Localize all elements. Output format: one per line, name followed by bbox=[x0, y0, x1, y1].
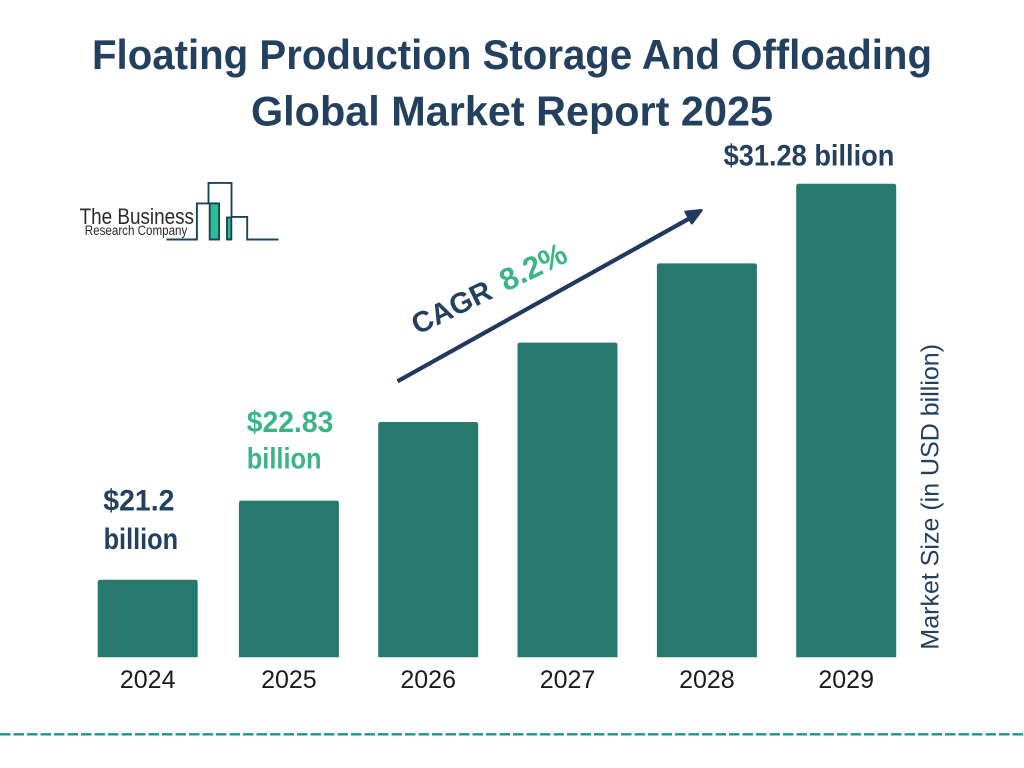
svg-text:2029: 2029 bbox=[818, 666, 874, 694]
svg-text:billion: billion bbox=[247, 443, 322, 476]
svg-text:The Business: The Business bbox=[80, 204, 194, 229]
svg-text:2028: 2028 bbox=[679, 666, 735, 694]
svg-text:$21.2: $21.2 bbox=[103, 485, 174, 518]
svg-text:$22.83: $22.83 bbox=[247, 406, 333, 439]
svg-text:2027: 2027 bbox=[540, 666, 596, 694]
svg-text:2026: 2026 bbox=[400, 666, 456, 694]
svg-text:Market Size (in USD billion): Market Size (in USD billion) bbox=[917, 344, 945, 650]
svg-text:billion: billion bbox=[104, 523, 179, 556]
svg-text:$31.28 billion: $31.28 billion bbox=[724, 140, 895, 173]
svg-text:Floating Production Storage An: Floating Production Storage And Offloadi… bbox=[92, 31, 932, 78]
svg-text:2025: 2025 bbox=[261, 666, 317, 694]
svg-text:2024: 2024 bbox=[120, 666, 176, 694]
svg-text:Research Company: Research Company bbox=[85, 223, 188, 238]
svg-text:Global Market Report 2025: Global Market Report 2025 bbox=[251, 88, 773, 135]
